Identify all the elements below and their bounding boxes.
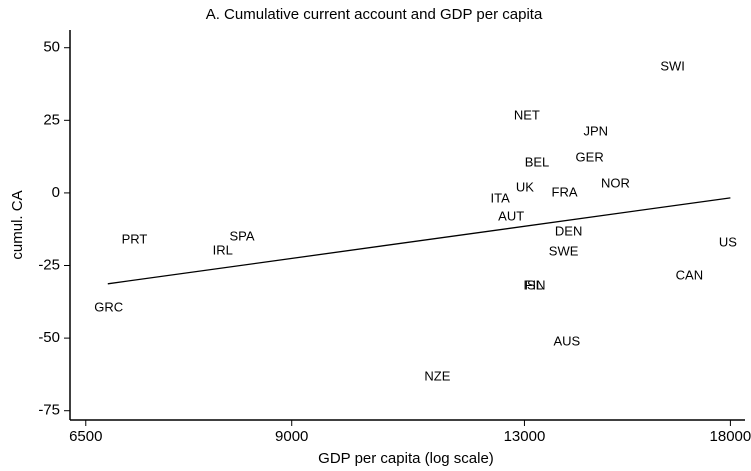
point-label: IRL <box>213 242 233 257</box>
x-tick-label: 13000 <box>504 428 546 445</box>
y-tick-label: -75 <box>38 402 60 419</box>
point-label: SPA <box>229 228 254 243</box>
point-label: ISL <box>523 277 543 292</box>
point-label: PRT <box>122 231 148 246</box>
point-label: AUT <box>498 208 524 223</box>
y-axis-label: cumul. CA <box>9 190 26 259</box>
point-label: FRA <box>552 184 578 199</box>
y-tick-label: 50 <box>43 39 60 56</box>
y-tick-label: -25 <box>38 256 60 273</box>
y-tick-label: 25 <box>43 111 60 128</box>
point-label: GRC <box>94 299 123 314</box>
point-label: FIN <box>525 277 546 292</box>
fit-line <box>107 197 731 285</box>
y-tick-label: 0 <box>52 184 60 201</box>
point-label: ITA <box>491 190 511 205</box>
point-label: BEL <box>525 154 550 169</box>
x-tick-label: 9000 <box>275 428 308 445</box>
point-label: NET <box>514 107 540 122</box>
point-label: US <box>719 234 737 249</box>
point-label: NZE <box>424 368 450 383</box>
chart-title: A. Cumulative current account and GDP pe… <box>206 6 543 23</box>
point-label: DEN <box>555 223 582 238</box>
point-label: GER <box>576 150 604 165</box>
x-tick-label: 6500 <box>69 428 102 445</box>
y-tick-label: -50 <box>38 329 60 346</box>
x-axis-label: GDP per capita (log scale) <box>318 450 494 467</box>
point-label: JPN <box>583 123 608 138</box>
point-label: SWI <box>660 58 685 73</box>
point-label: UK <box>516 179 534 194</box>
point-label: SWE <box>549 243 579 258</box>
point-label: NOR <box>601 175 630 190</box>
point-label: CAN <box>676 267 703 282</box>
point-label: AUS <box>553 333 580 348</box>
x-tick-label: 18000 <box>710 428 751 445</box>
